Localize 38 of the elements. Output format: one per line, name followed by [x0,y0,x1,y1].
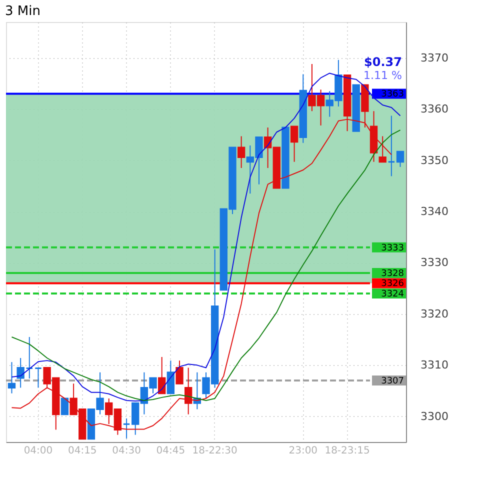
candlestick [34,367,42,388]
y-tick-label: 3320 [420,307,448,320]
x-tick-label: 18-23:15 [324,446,370,456]
y-tick-label: 3360 [420,102,448,116]
ref-line-label: 3328 [381,268,404,279]
annotation: $0.37 [364,55,402,69]
candlestick [60,398,69,416]
ref-line-label: 3333 [381,243,404,254]
ref-line-label: 3307 [381,376,404,387]
candlestick [8,362,16,394]
candlestick [166,360,175,394]
candlestick [237,136,246,168]
candlestick [378,136,386,163]
y-tick-label: 3350 [420,154,448,167]
x-tick-label: 18-22:30 [192,446,238,456]
x-tick-label: 04:00 [24,446,53,456]
candlestick [122,418,130,439]
ref-line-label: 3363 [381,90,404,100]
y-tick-label: 3340 [420,205,448,218]
candlestick [290,126,298,162]
candlestick [26,336,34,379]
y-tick-label: 3300 [420,410,448,423]
candlestick [16,358,24,388]
annotation: 1.11 % [364,69,402,82]
x-tick-label: 04:45 [156,446,186,456]
ref-line-label: 3326 [381,279,404,290]
candlestick [388,115,396,177]
x-tick-label: 23:00 [288,446,318,456]
candlestick [396,150,404,168]
x-tick-label: 04:15 [68,446,97,456]
x-tick-label: 04:30 [112,446,141,456]
chart-title: 3 Min [5,4,40,19]
y-tick-label: 3310 [420,358,448,372]
y-tick-label: 3330 [420,256,448,270]
candlestick [176,360,184,384]
y-tick-label: 3370 [420,51,448,64]
ref-line-label: 3324 [381,289,404,300]
candlestick [158,356,166,394]
